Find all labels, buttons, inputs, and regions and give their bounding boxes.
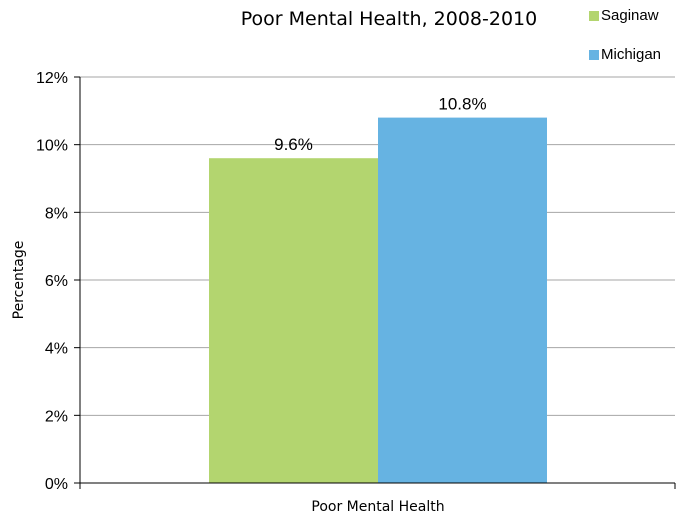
legend-swatch-saginaw [589, 11, 599, 21]
bar-michigan [378, 117, 547, 483]
y-tick-label: 12% [36, 70, 68, 87]
data-label-saginaw: 9.6% [274, 135, 313, 154]
data-label-michigan: 10.8% [438, 95, 486, 114]
legend-label-saginaw: Saginaw [601, 7, 659, 24]
y-tick-label: 6% [45, 273, 68, 290]
y-tick-label: 10% [36, 138, 68, 155]
category-label: Poor Mental Health [311, 499, 444, 515]
y-axis-label: Percentage [11, 241, 27, 320]
chart-title: Poor Mental Health, 2008-2010 [241, 8, 537, 30]
legend-swatch-michigan [589, 50, 599, 60]
y-tick-label: 4% [45, 341, 68, 358]
y-tick-label: 0% [45, 476, 68, 493]
y-tick-label: 2% [45, 408, 68, 425]
bar-saginaw [209, 158, 378, 483]
y-tick-label: 8% [45, 205, 68, 222]
legend-label-michigan: Michigan [601, 46, 661, 63]
